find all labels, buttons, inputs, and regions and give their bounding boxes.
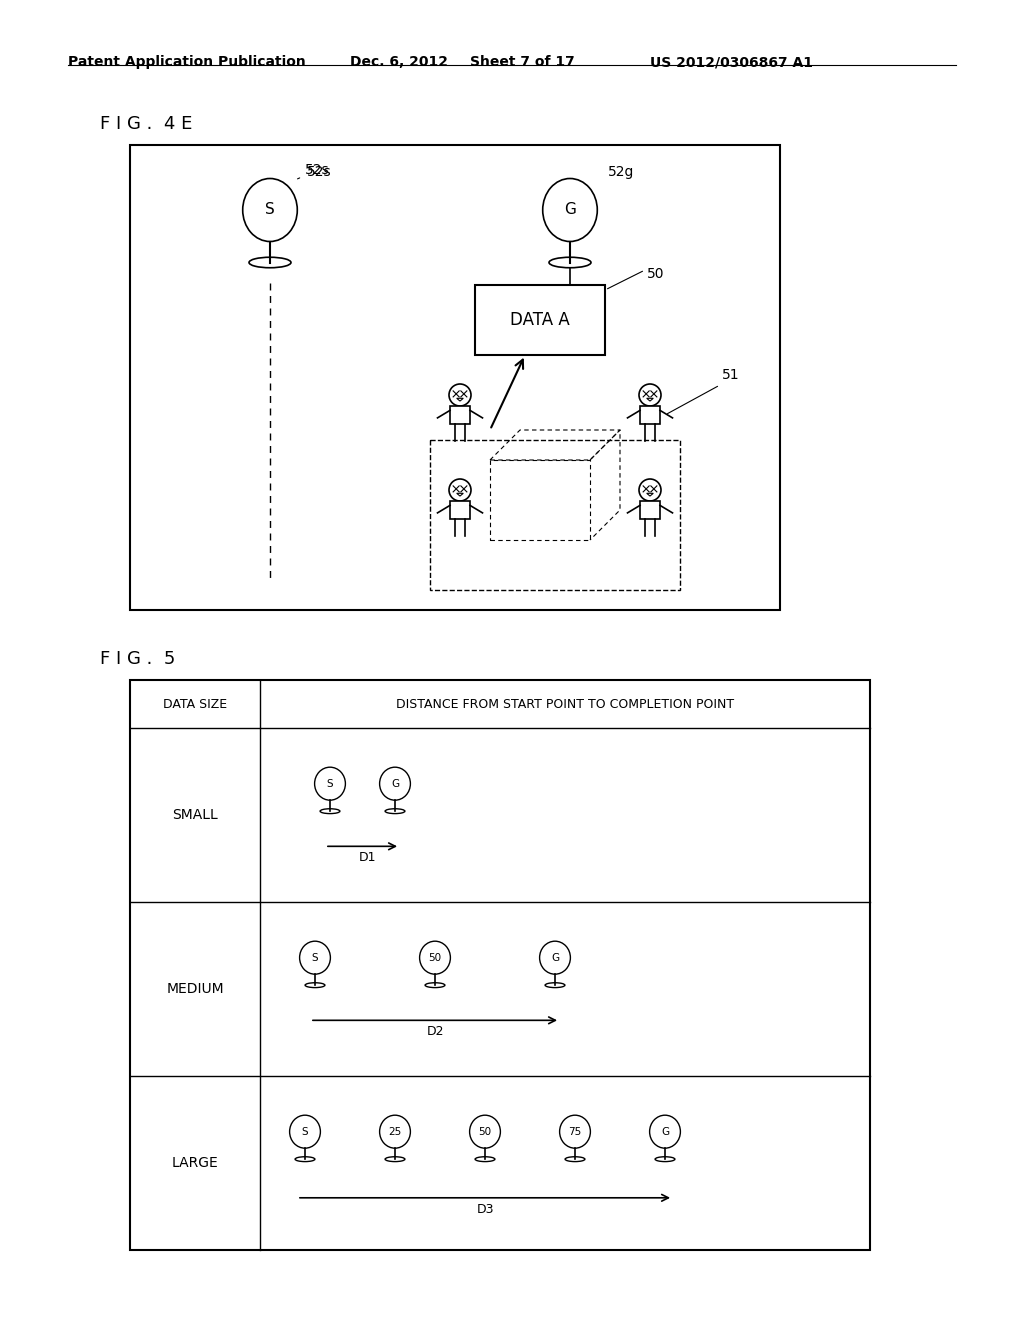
Ellipse shape <box>314 767 345 800</box>
Text: 50: 50 <box>478 1127 492 1137</box>
Text: S: S <box>302 1127 308 1137</box>
Text: Patent Application Publication: Patent Application Publication <box>68 55 306 69</box>
Text: SMALL: SMALL <box>172 808 218 822</box>
Text: S: S <box>327 779 334 788</box>
Bar <box>450 407 470 424</box>
Ellipse shape <box>385 1156 404 1162</box>
Ellipse shape <box>425 983 444 987</box>
Text: 50: 50 <box>647 267 665 281</box>
Text: 75: 75 <box>568 1127 582 1137</box>
Ellipse shape <box>249 257 291 268</box>
Bar <box>430 440 680 590</box>
Ellipse shape <box>420 941 451 974</box>
Bar <box>450 502 470 519</box>
Text: Sheet 7 of 17: Sheet 7 of 17 <box>470 55 574 69</box>
Circle shape <box>639 479 662 502</box>
Ellipse shape <box>540 941 570 974</box>
Text: LARGE: LARGE <box>172 1156 218 1170</box>
Bar <box>640 407 660 424</box>
Ellipse shape <box>475 1156 495 1162</box>
Ellipse shape <box>380 1115 411 1148</box>
Text: 52s: 52s <box>298 162 330 180</box>
Bar <box>130 680 870 1250</box>
Circle shape <box>449 384 471 407</box>
Text: G: G <box>551 953 559 962</box>
Text: F I G .  5: F I G . 5 <box>100 649 175 668</box>
Ellipse shape <box>243 178 297 242</box>
Ellipse shape <box>565 1156 585 1162</box>
Bar <box>640 502 660 519</box>
Text: 52s: 52s <box>307 165 332 180</box>
Text: S: S <box>265 202 274 218</box>
Text: MEDIUM: MEDIUM <box>166 982 224 997</box>
Ellipse shape <box>321 809 340 813</box>
Text: 25: 25 <box>388 1127 401 1137</box>
Ellipse shape <box>649 1115 680 1148</box>
Text: 51: 51 <box>722 368 739 381</box>
Text: G: G <box>391 779 399 788</box>
Ellipse shape <box>305 983 325 987</box>
Ellipse shape <box>470 1115 501 1148</box>
Circle shape <box>639 384 662 407</box>
Ellipse shape <box>385 809 404 813</box>
Ellipse shape <box>545 983 565 987</box>
Ellipse shape <box>295 1156 315 1162</box>
Text: D2: D2 <box>426 1026 443 1039</box>
Ellipse shape <box>559 1115 591 1148</box>
Text: DATA A: DATA A <box>510 312 570 329</box>
Bar <box>475 285 605 355</box>
Text: 50: 50 <box>428 953 441 962</box>
Text: S: S <box>311 953 318 962</box>
Text: DATA SIZE: DATA SIZE <box>163 697 227 710</box>
Ellipse shape <box>655 1156 675 1162</box>
Text: DISTANCE FROM START POINT TO COMPLETION POINT: DISTANCE FROM START POINT TO COMPLETION … <box>396 697 734 710</box>
Text: G: G <box>660 1127 669 1137</box>
Text: D3: D3 <box>476 1203 494 1216</box>
Text: Dec. 6, 2012: Dec. 6, 2012 <box>350 55 449 69</box>
Ellipse shape <box>549 257 591 268</box>
Text: US 2012/0306867 A1: US 2012/0306867 A1 <box>650 55 813 69</box>
Text: G: G <box>564 202 575 218</box>
Text: F I G .  4 E: F I G . 4 E <box>100 115 193 133</box>
Circle shape <box>449 479 471 502</box>
Text: 52g: 52g <box>608 165 635 180</box>
Ellipse shape <box>543 178 597 242</box>
Bar <box>130 145 780 610</box>
Ellipse shape <box>300 941 331 974</box>
Text: D1: D1 <box>358 851 376 865</box>
Ellipse shape <box>290 1115 321 1148</box>
Ellipse shape <box>380 767 411 800</box>
